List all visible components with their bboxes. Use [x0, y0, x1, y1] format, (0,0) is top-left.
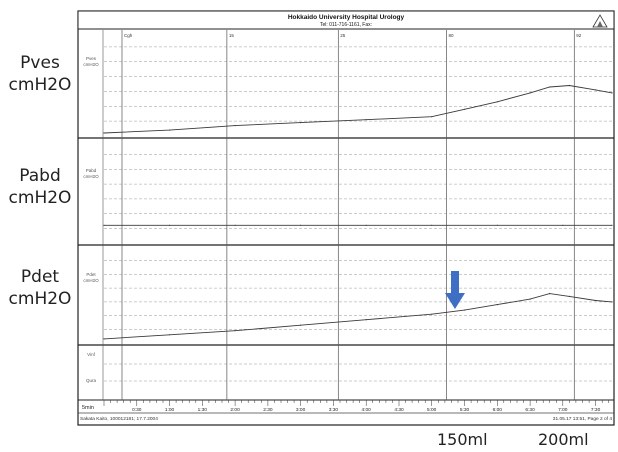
- footer-page-info: 31.05.17 13:51, Page 2 of 4: [553, 416, 613, 422]
- data-point-pdet: [431, 313, 433, 315]
- data-point-pves: [168, 129, 171, 131]
- data-point-pdet: [168, 334, 171, 336]
- footer-patient-info: Sakata Kaito, 100012181; 17.7.2004: [80, 416, 158, 422]
- data-point-pves: [365, 119, 367, 121]
- time-tick-label: 2:30: [263, 407, 273, 413]
- data-point-pdet: [496, 304, 498, 306]
- time-tick-label: 7:30: [591, 407, 601, 413]
- time-tick-layer: 0:30 1:00 1:30 2:00 2:30 3:00 3:30 4:00 4:30 5:00…: [103, 400, 609, 413]
- data-point-pves: [300, 122, 302, 124]
- data-point-pabd: [103, 224, 105, 226]
- data-point-pabd: [611, 224, 613, 226]
- arrow-icon: [445, 271, 465, 309]
- data-point-pabd: [300, 224, 302, 226]
- event-marker-label: 25: [340, 33, 346, 38]
- data-point-pabd: [562, 224, 564, 226]
- time-tick-label: 5:30: [460, 407, 470, 413]
- event-marker-label: 15: [229, 33, 235, 38]
- volume-label-150: 150ml: [437, 430, 488, 449]
- pabd-side-label: Pabd cmH2O: [0, 165, 80, 209]
- qura-channel-tag: Qura: [86, 378, 97, 383]
- pabd-side-label-name: Pabd: [19, 166, 61, 186]
- pdet-side-label: Pdet cmH2O: [0, 266, 80, 310]
- data-point-pves: [611, 92, 613, 94]
- pves-channel-unit: cmH2O: [83, 62, 99, 67]
- data-point-pdet: [365, 319, 367, 321]
- data-point-pves: [496, 101, 498, 103]
- time-unit-label: 5min: [82, 405, 94, 411]
- pdet-channel-tag: Pdet: [86, 272, 96, 277]
- event-marker-label: 92: [576, 33, 582, 38]
- data-point-pves: [549, 86, 551, 88]
- header-logo: [592, 14, 608, 28]
- vinf-channel-tag: Vinf: [87, 352, 95, 357]
- time-tick-label: 3:00: [296, 407, 306, 413]
- event-marker-label: Cgh: [124, 33, 133, 38]
- pdet-side-label-name: Pdet: [20, 267, 60, 287]
- time-tick-label: 4:30: [394, 407, 404, 413]
- event-marker-layer: Cgh 15 25 80 92: [121, 30, 582, 400]
- data-point-pabd: [365, 224, 367, 226]
- time-tick-label: 5:00: [427, 407, 437, 413]
- series-layer: [103, 84, 613, 340]
- pabd-side-label-unit: cmH2O: [8, 188, 72, 208]
- data-point-pves: [431, 116, 433, 118]
- data-point-pabd: [496, 224, 498, 226]
- pabd-channel-tag: Pabd: [86, 168, 97, 173]
- pdet-side-label-unit: cmH2O: [8, 289, 72, 309]
- data-point-pdet: [234, 330, 236, 332]
- data-point-pdet: [549, 293, 551, 295]
- data-point-pves: [529, 92, 531, 94]
- time-tick-label: 4:00: [362, 407, 372, 413]
- time-tick-label: 6:00: [493, 407, 503, 413]
- data-point-pdet: [568, 295, 571, 297]
- pves-channel-tag: Pves: [86, 56, 97, 61]
- pves-side-label-name: Pves: [20, 53, 60, 73]
- header-subtitle: Tel: 011-716-1161, Fax:: [320, 22, 372, 28]
- time-tick-label: 1:30: [198, 407, 208, 413]
- data-point-pdet: [595, 299, 597, 302]
- header-box: [77, 10, 615, 30]
- volume-label-200: 200ml: [538, 430, 589, 449]
- data-point-pves: [463, 108, 466, 110]
- header-title: Hokkaido University Hospital Urology: [288, 14, 405, 21]
- data-point-pabd: [234, 224, 236, 226]
- pabd-channel-unit: cmH2O: [83, 174, 99, 179]
- time-tick-label: 3:30: [329, 407, 339, 413]
- data-point-pves: [568, 84, 571, 87]
- time-tick-label: 7:00: [558, 407, 568, 413]
- data-point-pabd: [168, 224, 171, 226]
- time-tick-label: 6:30: [525, 407, 535, 413]
- pves-side-label-unit: cmH2O: [8, 75, 72, 95]
- data-point-pves: [103, 132, 105, 134]
- data-point-pdet: [463, 309, 466, 311]
- time-tick-label: 0:30: [132, 407, 142, 413]
- data-point-pdet: [529, 298, 531, 300]
- time-tick-label: 2:00: [230, 407, 240, 413]
- data-point-pdet: [103, 338, 105, 340]
- data-point-pdet: [611, 301, 613, 303]
- time-tick-label: 1:00: [165, 407, 175, 413]
- event-marker-label: 80: [448, 33, 454, 38]
- data-point-pves: [234, 125, 236, 127]
- pdet-channel-unit: cmH2O: [83, 278, 99, 283]
- data-point-pves: [595, 89, 597, 91]
- data-point-pabd: [431, 224, 433, 226]
- data-point-pdet: [300, 324, 302, 326]
- chart-frame: [77, 10, 615, 426]
- pves-side-label: Pves cmH2O: [0, 52, 80, 96]
